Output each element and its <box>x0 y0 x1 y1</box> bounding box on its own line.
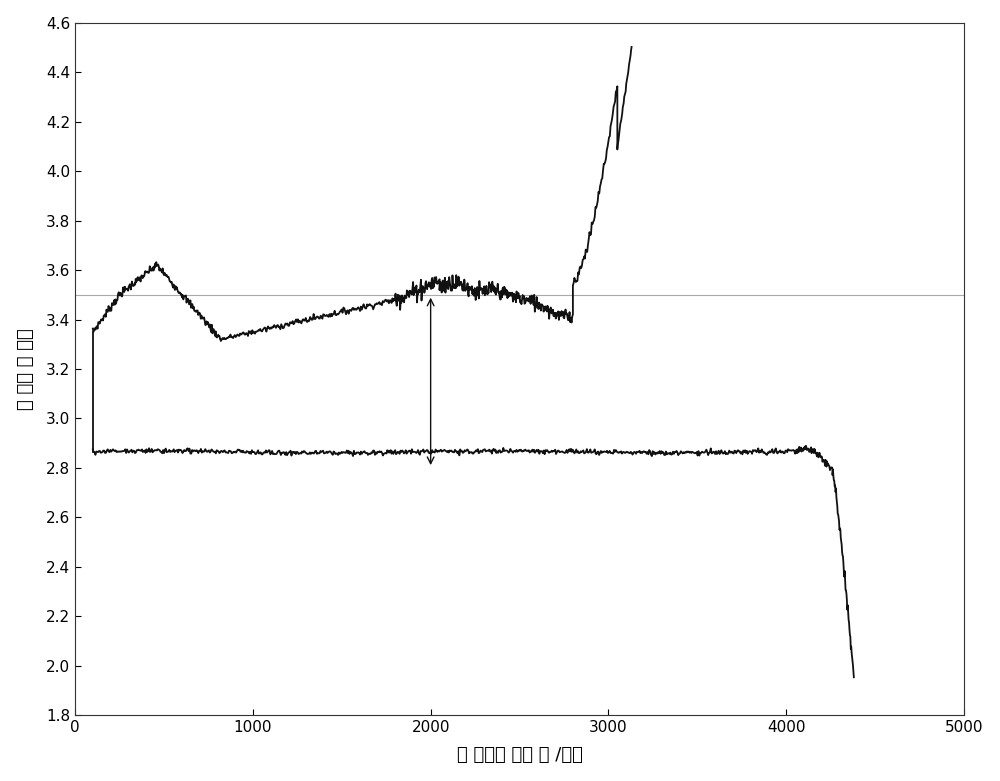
Y-axis label: 电 压（ 伏 特）: 电 压（ 伏 特） <box>17 328 35 410</box>
X-axis label: 比 容量（ 毫安 时 /克）: 比 容量（ 毫安 时 /克） <box>457 747 582 765</box>
